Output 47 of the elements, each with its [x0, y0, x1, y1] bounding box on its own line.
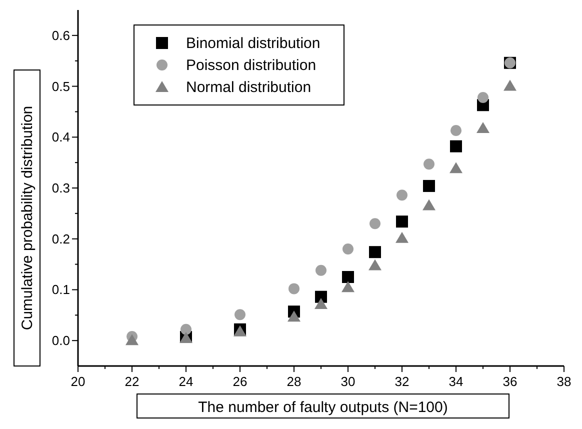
x-tick-label: 26	[232, 374, 248, 389]
point	[369, 246, 381, 258]
point	[234, 309, 246, 320]
x-tick-label: 36	[502, 374, 518, 389]
point	[370, 218, 380, 230]
point	[342, 271, 354, 283]
point	[396, 190, 408, 201]
point	[422, 199, 436, 210]
legend-label: Binomial distribution	[186, 35, 320, 52]
x-tick-label: 24	[178, 374, 194, 389]
point	[314, 298, 328, 309]
x-tick-label: 34	[448, 374, 464, 389]
point	[368, 259, 382, 270]
point	[423, 180, 435, 192]
point	[450, 140, 462, 152]
x-tick-label: 38	[556, 374, 572, 389]
x-tick-label: 32	[394, 374, 410, 389]
legend-label: Poisson distribution	[186, 57, 316, 74]
point	[288, 310, 300, 322]
y-tick-label: 0.2	[52, 231, 70, 246]
point	[476, 122, 490, 133]
y-tick-label: 0.1	[52, 282, 70, 298]
point	[478, 92, 488, 103]
point	[126, 334, 138, 346]
point	[450, 162, 462, 174]
x-tick-label: 30	[340, 374, 356, 389]
point	[288, 283, 300, 294]
x-tick-label: 20	[70, 374, 86, 389]
point	[180, 324, 192, 335]
y-axis-title: Cumulative probability distribution	[19, 106, 36, 330]
y-tick-label: 0.6	[52, 28, 70, 43]
y-tick-label: 0.5	[52, 78, 70, 94]
point	[450, 125, 462, 136]
point	[396, 232, 408, 243]
y-tick-label: 0.4	[52, 130, 70, 145]
point	[424, 158, 434, 170]
point	[342, 244, 354, 255]
x-axis-title: The number of faulty outputs (N=100)	[198, 399, 448, 416]
x-tick-label: 22	[124, 374, 140, 389]
x-tick-label: 28	[286, 374, 302, 389]
point	[504, 80, 516, 91]
point	[342, 281, 354, 292]
legend-label: Normal distribution	[186, 79, 312, 96]
y-tick-label: 0.3	[52, 180, 70, 196]
point	[396, 216, 408, 228]
point	[316, 264, 326, 276]
y-tick-label: 0.0	[52, 333, 70, 348]
